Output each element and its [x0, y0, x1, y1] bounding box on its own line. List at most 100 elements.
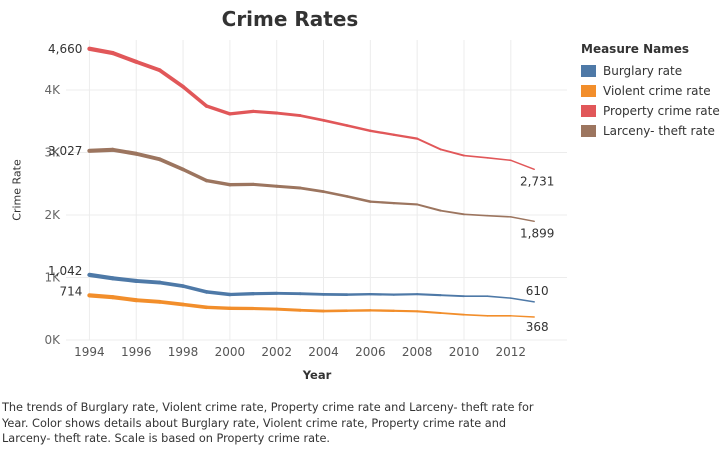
- x-tick-label: 1998: [168, 345, 199, 359]
- series-segment: [110, 295, 139, 303]
- series-segment: [510, 159, 535, 171]
- x-tick-label: 2008: [402, 345, 433, 359]
- caption-line: The trends of Burglary rate, Violent cri…: [2, 401, 534, 414]
- series-segment: [439, 209, 465, 216]
- x-tick-label: 2010: [449, 345, 480, 359]
- series-segment: [369, 200, 395, 205]
- series-segment: [298, 308, 325, 313]
- legend-item-larceny-theft[interactable]: Larceny- theft rate: [581, 121, 720, 141]
- series-segment: [110, 51, 139, 64]
- series-segment: [228, 292, 255, 297]
- series-segment: [87, 46, 115, 56]
- series-segment: [510, 216, 535, 223]
- series-segment: [486, 214, 512, 218]
- series-segment: [181, 284, 209, 294]
- series-segment: [110, 276, 139, 283]
- legend-item-property-crime[interactable]: Property crime rate: [581, 101, 720, 121]
- series-segment: [134, 59, 162, 73]
- series-segment: [204, 290, 232, 297]
- series-segment: [204, 104, 232, 116]
- series-segment: [204, 178, 232, 187]
- y-tick-label: 0K: [44, 333, 61, 347]
- series-segment: [110, 147, 139, 156]
- y-tick-label: 4K: [44, 83, 61, 97]
- series-segment: [87, 293, 115, 300]
- series-segment: [157, 157, 185, 172]
- series-end-label: 610: [526, 284, 549, 298]
- caption-line: Larceny- theft rate. Scale is based on P…: [2, 432, 330, 445]
- legend-item-burglary[interactable]: Burglary rate: [581, 61, 720, 81]
- series-segment: [298, 114, 325, 122]
- series-segment: [510, 297, 535, 303]
- series-segment: [486, 157, 512, 162]
- series-segment: [322, 190, 349, 198]
- series-end-label: 2,731: [520, 174, 554, 188]
- series-segment: [275, 184, 302, 190]
- series-end-label: 368: [526, 320, 549, 334]
- series-segment: [251, 306, 279, 311]
- series-segment: [228, 109, 255, 116]
- series-segment: [157, 280, 185, 288]
- y-tick-label: 3K: [44, 146, 61, 160]
- x-tick-label: 2006: [355, 345, 386, 359]
- series-segment: [251, 109, 279, 115]
- series-segment: [275, 111, 302, 118]
- legend-label: Burglary rate: [603, 64, 683, 78]
- series-segment: [463, 154, 489, 159]
- series-segment: [134, 278, 162, 285]
- series-segment: [87, 147, 115, 153]
- x-axis-label: Year: [302, 368, 332, 382]
- series-segment: [463, 313, 489, 317]
- series-segment: [157, 299, 185, 307]
- series-segment: [486, 295, 512, 299]
- series-segment: [134, 298, 162, 304]
- series-segment: [369, 129, 395, 136]
- y-tick-label: 2K: [44, 208, 61, 222]
- series-segment: [181, 84, 209, 108]
- series-segment: [439, 312, 465, 316]
- chart-plot: 0K 1K 2K 3K 4K 1994 1996 1998 2000 2002 2004 2006 20…: [44, 40, 567, 359]
- series-segment: [510, 315, 535, 318]
- series-segment: [463, 213, 489, 217]
- series-segment: [416, 310, 442, 315]
- series-segment: [204, 305, 232, 311]
- x-tick-label: 2000: [215, 345, 246, 359]
- legend-label: Larceny- theft rate: [603, 124, 715, 138]
- x-tick-label: 2012: [496, 345, 527, 359]
- series-segment: [181, 167, 209, 183]
- series-start-label: 4,660: [48, 42, 82, 56]
- series-segment: [157, 68, 185, 89]
- series-segment: [416, 137, 442, 151]
- chart-caption: The trends of Burglary rate, Violent cri…: [2, 400, 720, 447]
- series-segment: [392, 202, 419, 206]
- series-segment: [416, 293, 442, 297]
- series-segment: [439, 148, 465, 157]
- series-segment: [392, 133, 419, 140]
- series-segment: [392, 309, 419, 313]
- legend-swatch: [581, 105, 596, 117]
- series-segment: [275, 307, 302, 312]
- series-segment: [439, 294, 465, 298]
- x-tick-label: 2002: [261, 345, 292, 359]
- legend-swatch: [581, 85, 596, 97]
- x-tick-label: 1994: [74, 345, 105, 359]
- series-segment: [345, 124, 372, 133]
- series-segment: [181, 302, 209, 310]
- series-end-label: 1,899: [520, 226, 554, 240]
- series-segment: [298, 292, 325, 296]
- legend: Measure Names Burglary rate Violent crim…: [581, 42, 720, 141]
- legend-title: Measure Names: [581, 42, 690, 56]
- x-tick-label: 1996: [121, 345, 152, 359]
- series-segment: [251, 182, 279, 188]
- legend-item-violent-crime[interactable]: Violent crime rate: [581, 81, 720, 101]
- series-segment: [87, 272, 115, 281]
- legend-label: Violent crime rate: [603, 84, 711, 98]
- series-start-label: 1,042: [48, 264, 82, 278]
- series-segment: [345, 195, 372, 203]
- legend-swatch: [581, 65, 596, 77]
- chart-title: Crime Rates: [221, 7, 359, 31]
- series-segment: [298, 186, 325, 194]
- legend-swatch: [581, 125, 596, 137]
- series-segment: [322, 118, 349, 127]
- x-tick-label: 2004: [308, 345, 339, 359]
